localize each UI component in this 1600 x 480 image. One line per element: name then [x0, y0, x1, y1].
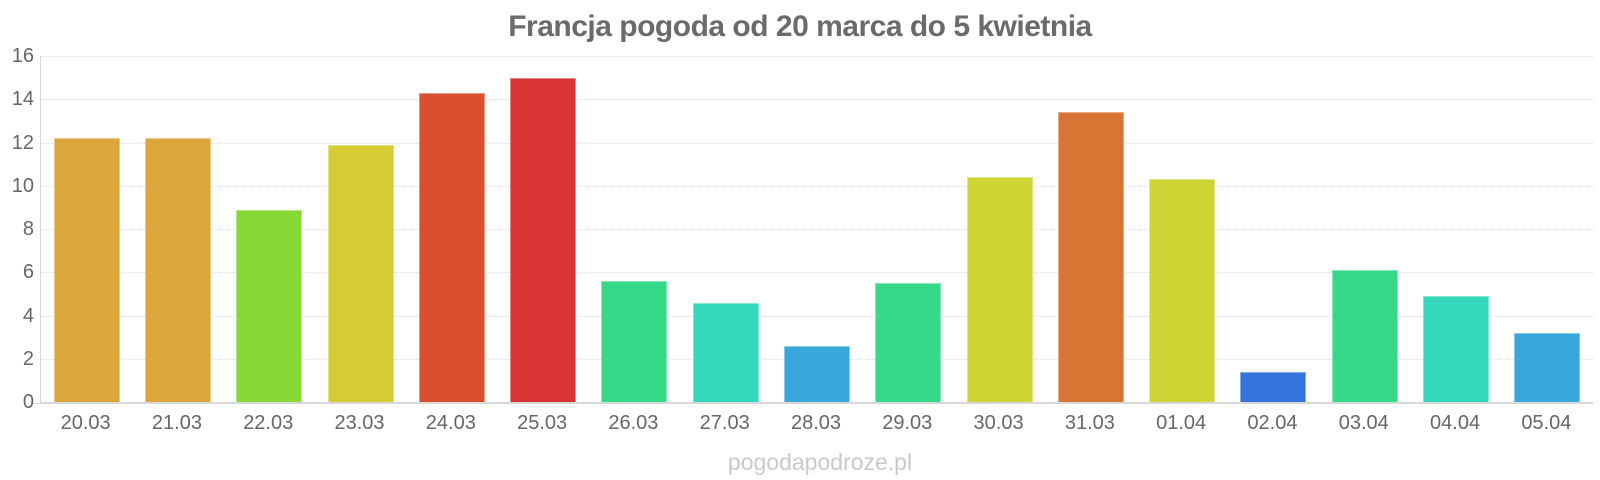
y-tick-label-0: 0 [22, 391, 34, 413]
bar-24.03[interactable] [418, 92, 485, 402]
x-tick-label-31.03: 31.03 [1064, 412, 1115, 434]
y-tick-label-10: 10 [11, 174, 34, 197]
bar-05.04[interactable] [1514, 332, 1581, 402]
bar-23.03[interactable] [327, 144, 394, 402]
gridline-12 [41, 142, 1593, 144]
zero-tick-mark [33, 403, 40, 404]
x-tick-label-21.03: 21.03 [151, 412, 202, 434]
x-tick-label-30.03: 30.03 [973, 412, 1024, 434]
gridline-4 [41, 315, 1593, 317]
y-tick-label-6: 6 [22, 261, 34, 284]
y-tick-label-14: 14 [11, 88, 34, 111]
y-tick-label-8: 8 [22, 218, 34, 240]
x-tick-label-02.04: 02.04 [1247, 412, 1298, 434]
y-tick-label-4: 4 [22, 304, 34, 327]
x-tick-label-29.03: 29.03 [882, 412, 933, 434]
y-tick-label-2: 2 [22, 347, 34, 370]
x-tick-label-22.03: 22.03 [243, 412, 294, 434]
bar-04.04[interactable] [1423, 296, 1490, 402]
bar-20.03[interactable] [53, 138, 120, 402]
y-tick-label-12: 12 [11, 131, 34, 154]
plot-area [40, 56, 1593, 404]
gridline-6 [41, 272, 1593, 274]
x-tick-label-20.03: 20.03 [60, 412, 111, 434]
gridline-8 [41, 229, 1593, 230]
x-tick-label-26.03: 26.03 [608, 412, 659, 434]
x-tick-label-03.04: 03.04 [1338, 412, 1389, 434]
bar-26.03[interactable] [601, 280, 668, 402]
bar-22.03[interactable] [236, 209, 303, 402]
bar-30.03[interactable] [966, 177, 1033, 402]
x-tick-label-23.03: 23.03 [334, 412, 385, 434]
bar-21.03[interactable] [144, 138, 211, 402]
bar-25.03[interactable] [510, 77, 577, 402]
x-tick-label-25.03: 25.03 [517, 412, 568, 434]
x-tick-label-24.03: 24.03 [425, 412, 476, 434]
x-tick-label-27.03: 27.03 [699, 412, 750, 434]
x-tick-label-28.03: 28.03 [790, 412, 842, 434]
bar-28.03[interactable] [784, 345, 850, 402]
gridline-16 [41, 56, 1593, 57]
y-tick-label-16: 16 [11, 45, 34, 67]
chart-title: Francja pogoda od 20 marca do 5 kwietnia [508, 10, 1092, 43]
x-tick-label-05.04: 05.04 [1521, 412, 1572, 434]
bar-03.04[interactable] [1331, 270, 1398, 402]
bar-31.03[interactable] [1057, 112, 1124, 402]
gridline-10 [41, 185, 1593, 187]
bar-02.04[interactable] [1240, 371, 1307, 402]
watermark: pogodapodroze.pl [727, 449, 913, 475]
bar-29.03[interactable] [875, 283, 942, 402]
bar-27.03[interactable] [692, 302, 759, 402]
gridline-14 [41, 99, 1593, 101]
x-tick-label-04.04: 04.04 [1430, 412, 1481, 434]
bar-01.04[interactable] [1149, 179, 1216, 402]
x-tick-label-01.04: 01.04 [1156, 412, 1207, 434]
